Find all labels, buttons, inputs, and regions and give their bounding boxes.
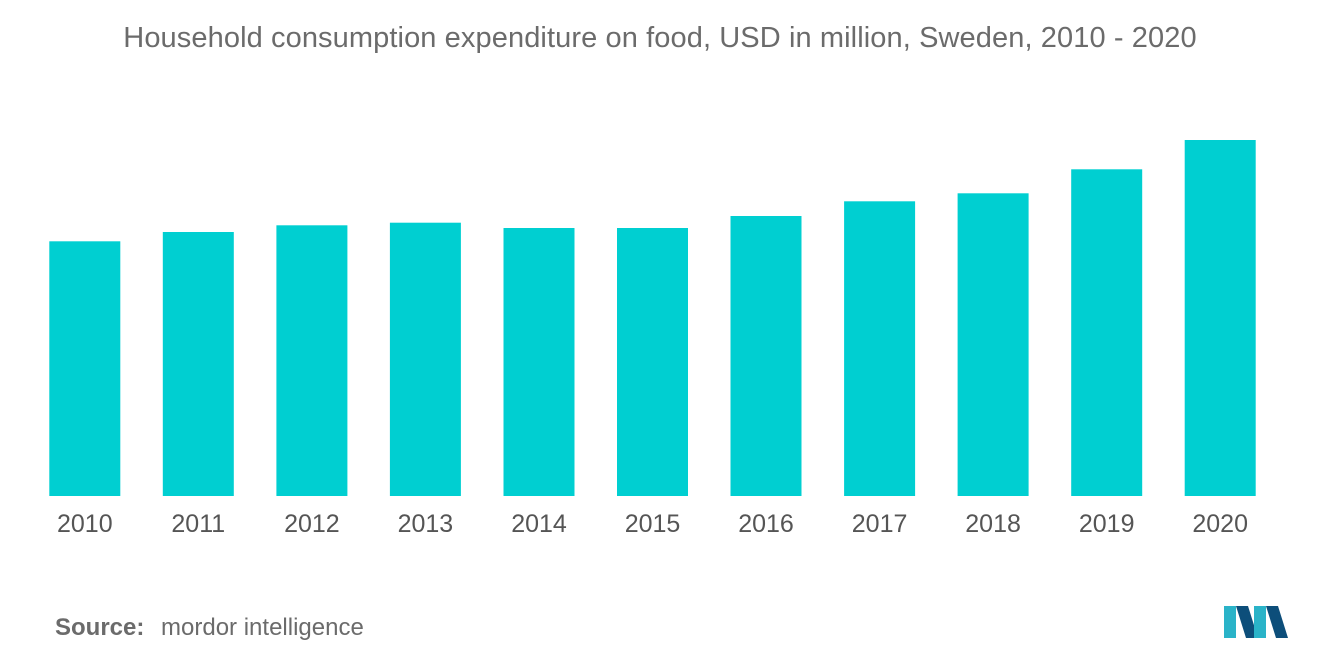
bar-2011 [162, 232, 234, 496]
bar-2019 [1071, 169, 1143, 497]
bar-2010 [49, 241, 121, 496]
bar-2020 [1184, 140, 1256, 496]
x-tick-label-2018: 2018 [965, 510, 1021, 538]
bar-2016 [730, 216, 802, 496]
x-tick-labels: 2010 2011 2012 2013 2014 2015 2016 2017 2018 2019… [57, 510, 1248, 538]
bar-2018 [957, 193, 1029, 497]
bar-2017 [844, 201, 916, 497]
source-label: Source: [55, 614, 145, 641]
x-tick-label-2011: 2011 [171, 510, 225, 538]
x-tick-label-2015: 2015 [625, 510, 681, 538]
bar-2013 [389, 222, 461, 496]
bar-2012 [276, 225, 348, 497]
x-tick-label-2020: 2020 [1192, 510, 1248, 538]
x-tick-label-2014: 2014 [511, 510, 567, 538]
bar-2015 [617, 228, 688, 496]
bars-layer [49, 140, 1256, 497]
x-tick-label-2010: 2010 [57, 510, 113, 538]
x-tick-label-2016: 2016 [738, 510, 794, 538]
chart-title: Household consumption expenditure on foo… [123, 22, 1197, 54]
source-line: Source: mordor intelligence [55, 614, 364, 642]
bar-2014 [503, 228, 575, 496]
source-text: mordor intelligence [161, 614, 364, 641]
x-tick-label-2012: 2012 [284, 510, 340, 538]
x-tick-label-2013: 2013 [398, 510, 454, 538]
mordor-intelligence-logo-icon [1222, 602, 1290, 645]
x-tick-label-2017: 2017 [852, 510, 908, 538]
x-tick-label-2019: 2019 [1079, 510, 1135, 538]
